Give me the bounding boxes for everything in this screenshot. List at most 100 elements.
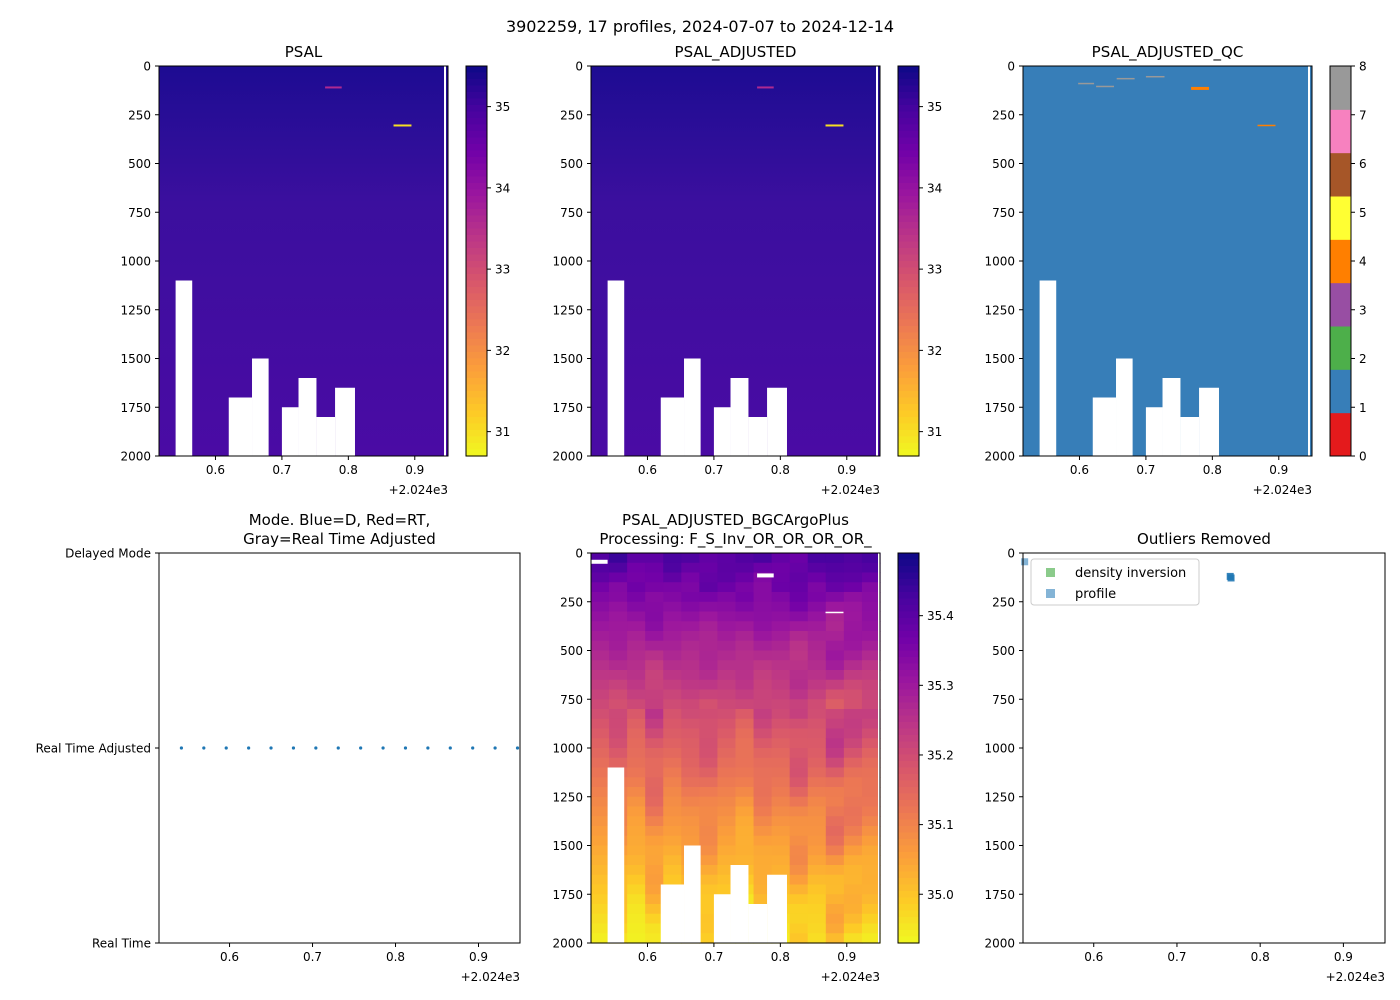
heatmap-cell	[663, 826, 682, 837]
removed-cell	[825, 611, 844, 614]
heatmap-cell	[861, 894, 881, 905]
missing-data-gap	[228, 397, 253, 456]
missing-data-gap	[660, 884, 685, 943]
heatmap-cell	[699, 845, 719, 856]
colorbar-segment	[898, 559, 919, 567]
heatmap-cell	[645, 592, 664, 603]
heatmap-cell	[699, 738, 719, 749]
heatmap-cell	[753, 689, 773, 700]
heatmap-cell	[717, 631, 737, 642]
colorbar-segment	[898, 280, 919, 288]
colorbar-segment	[466, 228, 487, 236]
heatmap-cell	[681, 660, 700, 671]
heatmap-cell	[699, 728, 719, 739]
heatmap-cell	[717, 855, 737, 866]
heatmap-cell	[843, 933, 863, 944]
heatmap-cell	[843, 923, 863, 934]
heatmap-cell	[591, 845, 610, 856]
heatmap-cell	[843, 621, 863, 632]
heatmap-cell	[663, 679, 682, 691]
colorbar-segment	[898, 85, 919, 93]
missing-data-gap	[1145, 407, 1163, 456]
heatmap-cell	[627, 592, 646, 603]
colorbar-tick-label: 7	[1359, 108, 1367, 122]
heatmap-cell	[771, 709, 791, 720]
heatmap-cell	[789, 923, 809, 934]
heatmap-cell	[591, 679, 610, 691]
heatmap-cell	[807, 777, 827, 788]
qc-colorbar-segment	[1330, 66, 1351, 110]
heatmap-cell	[825, 806, 845, 817]
heatmap-cell	[699, 601, 719, 613]
heatmap-cell	[753, 728, 773, 739]
colorbar-segment	[898, 202, 919, 210]
heatmap-cell	[735, 582, 755, 593]
heatmap-cell	[645, 806, 664, 817]
heatmap-cell	[663, 777, 682, 788]
colorbar-segment	[466, 319, 487, 327]
heatmap-cell	[789, 553, 809, 564]
colorbar-segment	[898, 306, 919, 314]
heatmap-cell	[861, 611, 881, 622]
colorbar-segment	[898, 365, 919, 373]
heatmap-cell	[807, 845, 827, 856]
heatmap-cell	[627, 699, 646, 710]
qc-colorbar-segment	[1330, 152, 1351, 197]
colorbar-segment	[466, 124, 487, 132]
heatmap-cell	[699, 631, 719, 642]
heatmap-cell	[663, 767, 682, 778]
heatmap-cell	[789, 855, 809, 866]
colorbar-segment	[898, 631, 919, 639]
heatmap-cell	[735, 855, 755, 866]
y-tick-label: 750	[560, 206, 583, 220]
qc-colorbar-segment	[1330, 412, 1351, 457]
heatmap-cell	[717, 572, 737, 583]
colorbar-segment	[898, 339, 919, 347]
heatmap-cell	[843, 874, 863, 886]
heatmap-cell	[789, 894, 809, 905]
heatmap-cell	[591, 816, 610, 827]
heatmap-cell	[825, 718, 845, 730]
heatmap-cell	[699, 835, 719, 847]
heatmap-cell	[807, 601, 827, 613]
heatmap-cell	[825, 777, 845, 788]
heatmap-cell	[717, 845, 737, 856]
colorbar-segment	[466, 189, 487, 197]
heatmap-cell	[789, 631, 809, 642]
qc-flag-cell	[1116, 77, 1135, 80]
heatmap-cell	[861, 650, 881, 661]
colorbar-segment	[466, 293, 487, 301]
heatmap-cell	[771, 835, 791, 847]
colorbar-segment	[898, 105, 919, 113]
y-tick-label: 1500	[984, 839, 1015, 853]
heatmap-cell	[699, 904, 719, 915]
colorbar-segment	[898, 748, 919, 756]
y-tick-label: 1000	[552, 742, 583, 756]
colorbar-tick-label: 31	[927, 425, 942, 439]
heatmap-cell	[825, 923, 845, 934]
heatmap-cell	[825, 865, 845, 876]
heatmap-cell	[663, 748, 682, 759]
heatmap-cell	[825, 874, 845, 886]
heatmap-cell	[645, 582, 664, 593]
x-offset-label: +2.024e3	[389, 483, 448, 497]
colorbar-segment	[898, 92, 919, 100]
heatmap-cell	[735, 572, 755, 583]
anomaly-cell	[757, 86, 774, 89]
heatmap-cell	[771, 679, 791, 691]
heatmap-cell	[591, 738, 610, 749]
x-tick-label: 0.8	[771, 463, 790, 477]
qc-flag-cell	[1191, 86, 1210, 90]
mode-point	[515, 746, 520, 750]
qc-colorbar-segment	[1330, 282, 1351, 327]
heatmap-cell	[771, 640, 791, 652]
heatmap-cell	[609, 728, 628, 739]
heatmap-cell	[699, 670, 719, 681]
heatmap-cell	[681, 777, 700, 788]
heatmap-cell	[645, 757, 664, 769]
colorbar-tick-label: 4	[1359, 255, 1367, 269]
heatmap-cell	[843, 845, 863, 856]
heatmap-cell	[861, 718, 881, 730]
colorbar-segment	[898, 410, 919, 418]
colorbar-segment	[466, 449, 487, 457]
